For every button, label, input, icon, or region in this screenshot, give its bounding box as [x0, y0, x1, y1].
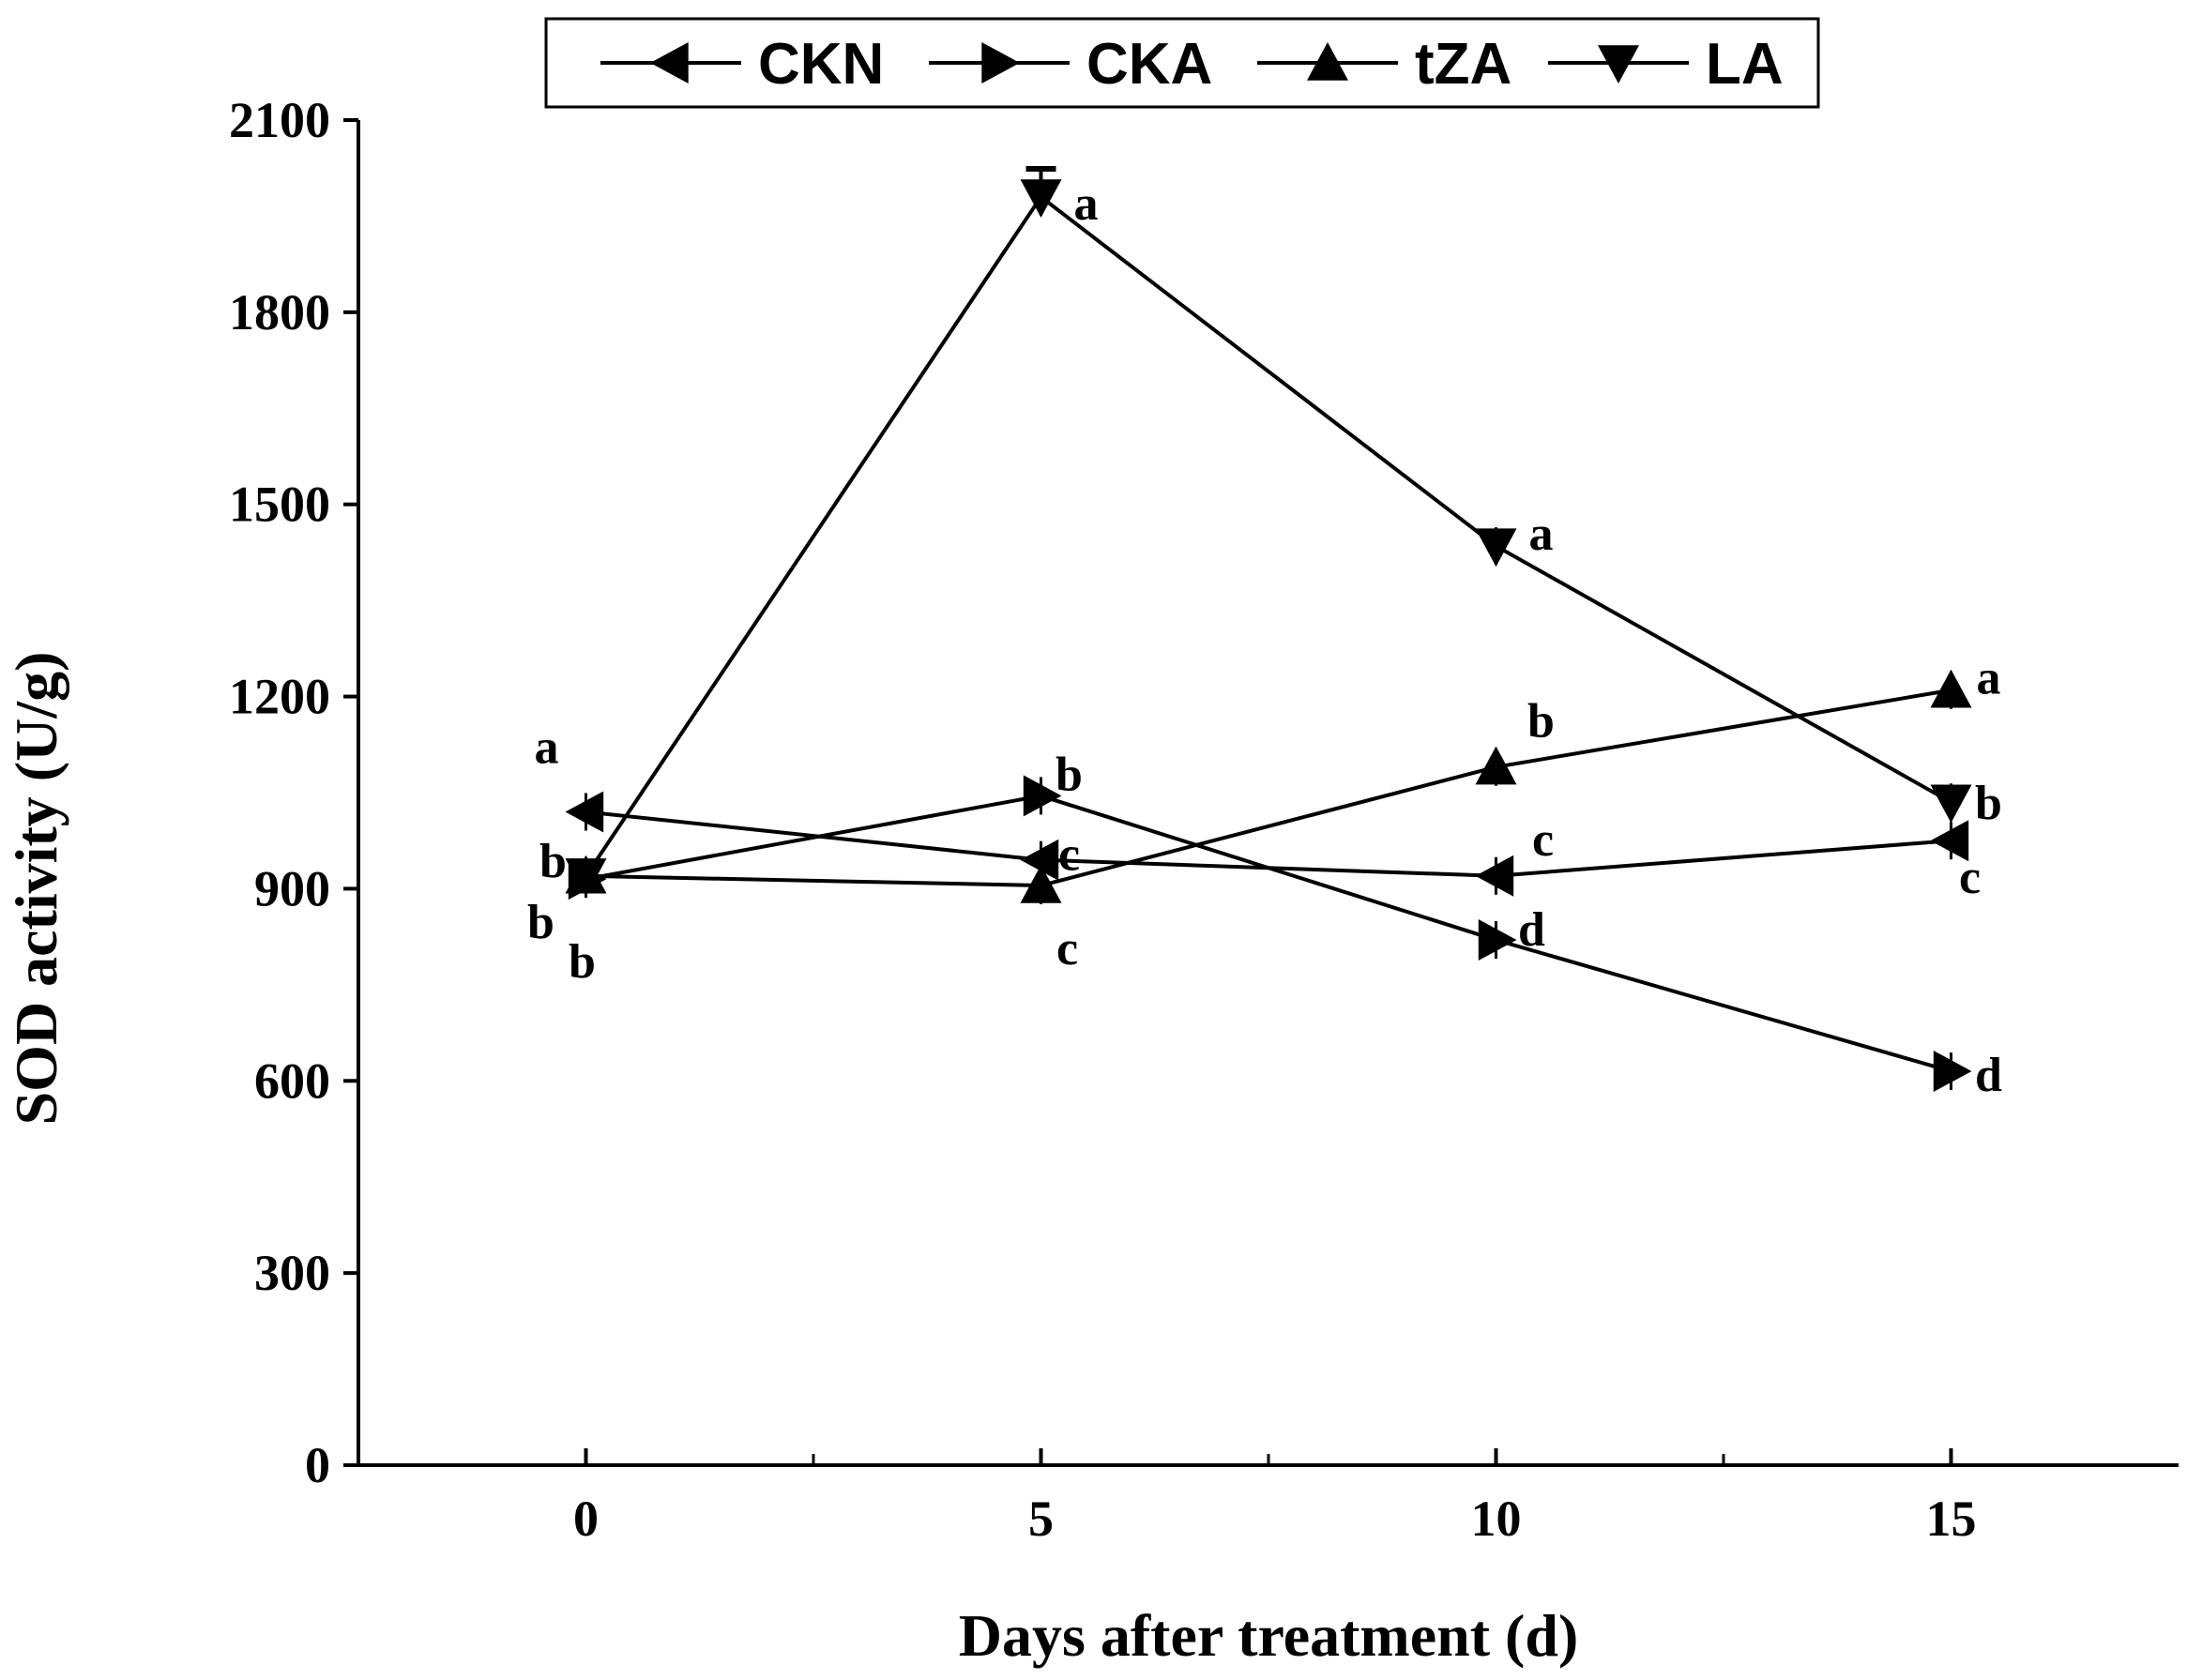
series-line-la	[584, 194, 1952, 877]
significance-letter-tza: c	[1056, 922, 1078, 976]
y-tick-label: 300	[254, 1245, 330, 1301]
data-point-tza	[1020, 865, 1062, 903]
ticks: 0 300 600 900 1200 1500 1800 2100 0 5 10 15	[229, 92, 1977, 1547]
significance-letter-ckn: c	[1532, 813, 1554, 867]
y-tick-label: 2100	[229, 92, 330, 148]
y-tick-label: 1200	[229, 669, 330, 725]
legend: CKN CKA tZA LA	[544, 17, 1820, 109]
y-tick-label: 900	[254, 860, 330, 916]
significance-letter-tza: b	[1527, 695, 1555, 749]
data-point-la	[1020, 179, 1062, 218]
significance-letter-tza: b	[527, 896, 554, 949]
data-point-ckn	[565, 791, 604, 833]
significance-letter-la: b	[1975, 777, 2002, 830]
legend-marker-la	[1598, 45, 1639, 83]
significance-letter-la: b	[569, 935, 596, 989]
data-point-cka	[1478, 919, 1517, 961]
data-point-cka	[1933, 1051, 1972, 1093]
significance-letter-cka: b	[539, 835, 567, 888]
significance-letter-ckn: c	[1058, 828, 1080, 882]
significance-letter-la: a	[1074, 177, 1099, 231]
legend-label-cka: CKA	[1086, 32, 1212, 97]
y-tick-label: 600	[254, 1052, 330, 1109]
y-tick-label: 0	[305, 1437, 330, 1493]
x-tick-label: 5	[1028, 1491, 1054, 1547]
series-line-cka	[585, 794, 1952, 1073]
data-point-ckn	[1020, 839, 1059, 881]
data-point-cka	[1023, 775, 1062, 817]
series-layer	[565, 165, 1972, 1093]
y-axis-title: SOD activity (U/g)	[3, 652, 69, 1126]
significance-letter-ckn: c	[1959, 851, 1981, 904]
y-tick-label: 1800	[229, 284, 330, 341]
data-point-ckn	[1930, 820, 1969, 862]
legend-marker-tza	[1307, 42, 1348, 81]
significance-letter-tza: a	[1977, 652, 2001, 705]
series-line-tza	[585, 688, 1952, 888]
data-point-la	[1475, 528, 1517, 568]
data-point-ckn	[1475, 855, 1514, 897]
legend-label-la: LA	[1706, 32, 1784, 97]
data-point-la	[1930, 784, 1972, 824]
y-tick-label: 1500	[229, 477, 330, 533]
significance-letter-la: a	[1529, 507, 1554, 561]
legend-label-ckn: CKN	[758, 32, 884, 97]
significance-letter-ckn: a	[535, 720, 559, 774]
data-point-la	[565, 858, 607, 897]
data-point-tza	[1930, 669, 1972, 708]
legend-marker-ckn	[650, 42, 689, 83]
data-point-tza	[1475, 746, 1517, 785]
significance-letter-cka: d	[1975, 1049, 2002, 1102]
x-axis-title: Days after treatment (d)	[959, 1602, 1579, 1669]
x-tick-label: 15	[1926, 1491, 1977, 1547]
x-tick-label: 0	[573, 1491, 599, 1547]
x-tick-label: 10	[1471, 1491, 1522, 1547]
legend-label-tza: tZA	[1415, 32, 1511, 97]
legend-marker-cka	[981, 42, 1020, 83]
significance-letter-cka: d	[1518, 903, 1545, 957]
significance-letter-cka: b	[1056, 748, 1083, 801]
axes	[357, 120, 2179, 1467]
